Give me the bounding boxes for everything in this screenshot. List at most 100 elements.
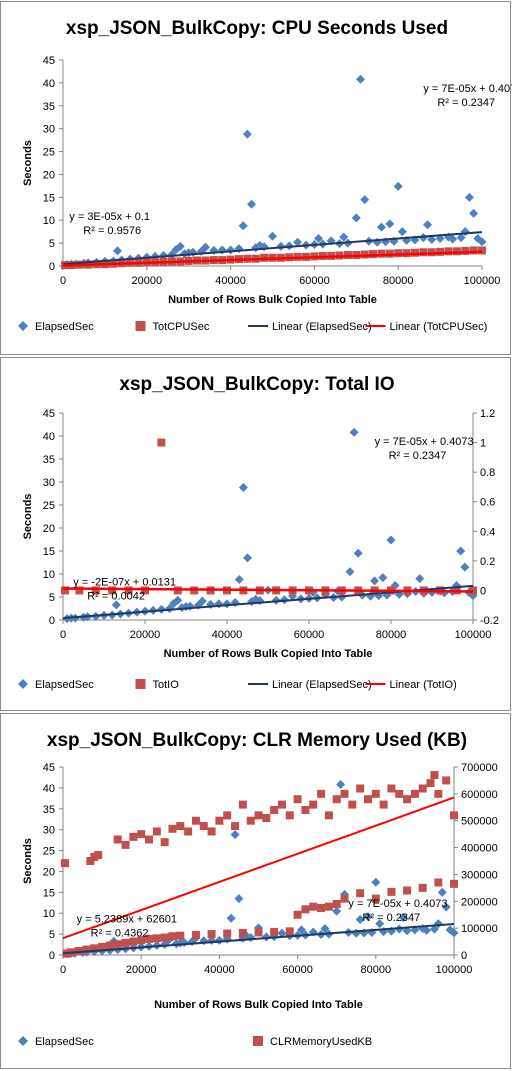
trendline-equation: R² = 0.2347 bbox=[362, 912, 420, 924]
x-tick-label: 60000 bbox=[294, 629, 325, 641]
data-point bbox=[410, 789, 419, 798]
cpu-seconds-chart: xsp_JSON_BulkCopy: CPU Seconds Used 0 5 10… bbox=[18, 18, 512, 333]
data-point bbox=[113, 835, 122, 844]
data-point bbox=[105, 941, 114, 950]
data-point bbox=[461, 246, 470, 255]
y-tick-label: 15 bbox=[43, 887, 55, 899]
x-tick-label: 20000 bbox=[132, 275, 163, 287]
data-point bbox=[223, 811, 232, 820]
y-tick-label: 0 bbox=[49, 950, 55, 962]
data-point bbox=[173, 595, 183, 605]
clr-memory-chart: xsp_JSON_BulkCopy: CLR Memory Used (KB) … bbox=[18, 730, 498, 1048]
data-point bbox=[351, 213, 361, 223]
x-tick-label: 40000 bbox=[212, 629, 243, 641]
trendline bbox=[62, 796, 455, 940]
data-point bbox=[478, 246, 486, 255]
data-point bbox=[254, 811, 263, 820]
legend-label: CLRMemoryUsedKB bbox=[270, 1036, 372, 1048]
y-axis-title: Seconds bbox=[22, 838, 34, 884]
data-point bbox=[351, 928, 361, 938]
data-point bbox=[460, 562, 470, 572]
data-point bbox=[230, 598, 240, 608]
data-point bbox=[277, 928, 287, 938]
data-point bbox=[387, 887, 396, 896]
y2-tick-label: 0.2 bbox=[480, 556, 495, 568]
y-tick-label: 20 bbox=[43, 169, 55, 181]
y2-tick-label: 0.6 bbox=[480, 497, 495, 509]
data-point bbox=[179, 937, 189, 947]
y-tick-label: 25 bbox=[43, 147, 55, 159]
data-point bbox=[74, 946, 83, 955]
legend-marker-diamond bbox=[18, 679, 28, 689]
data-point bbox=[309, 800, 318, 809]
data-point bbox=[426, 779, 435, 788]
y-axis-title: Seconds bbox=[22, 140, 34, 186]
data-point bbox=[309, 902, 318, 911]
legend-marker-diamond bbox=[18, 1036, 28, 1046]
data-point bbox=[254, 928, 263, 937]
y-tick-label: 35 bbox=[43, 454, 55, 466]
data-point bbox=[246, 932, 256, 942]
data-point bbox=[439, 588, 449, 598]
trendline bbox=[62, 250, 483, 267]
data-point bbox=[285, 927, 294, 936]
trendline-equation: y = -2E-07x + 0.0131 bbox=[73, 577, 176, 589]
data-point bbox=[197, 596, 207, 606]
trendline-equation: y = 3E-05x + 0.1 bbox=[69, 211, 150, 223]
data-point bbox=[293, 237, 303, 247]
data-point bbox=[377, 249, 386, 258]
total-io-chart-panel: xsp_JSON_BulkCopy: Total IO 0 5 10 15 20 25 30… bbox=[0, 357, 511, 711]
data-point bbox=[317, 789, 326, 798]
data-point bbox=[226, 245, 236, 255]
data-point bbox=[418, 233, 428, 243]
data-point bbox=[314, 234, 324, 244]
data-point bbox=[111, 600, 121, 610]
data-point bbox=[293, 910, 302, 919]
data-point bbox=[238, 483, 248, 493]
data-point bbox=[270, 805, 279, 814]
data-point bbox=[340, 789, 349, 798]
data-point bbox=[456, 546, 466, 556]
y-tick-label: 0 bbox=[49, 261, 55, 273]
y2-tick-label: 600000 bbox=[461, 789, 498, 801]
data-point bbox=[297, 925, 307, 935]
x-tick-label: 60000 bbox=[299, 275, 330, 287]
x-tick-label: 20000 bbox=[130, 629, 161, 641]
data-point bbox=[339, 232, 349, 242]
data-point bbox=[445, 925, 455, 935]
data-point bbox=[363, 912, 373, 922]
data-point bbox=[450, 879, 458, 888]
x-tick-label: 0 bbox=[60, 964, 66, 976]
data-point bbox=[191, 816, 200, 825]
data-point bbox=[356, 889, 365, 898]
y-tick-label: 10 bbox=[43, 908, 55, 920]
y-tick-label: 40 bbox=[43, 783, 55, 795]
data-point bbox=[394, 589, 404, 599]
data-point bbox=[452, 247, 461, 256]
y-tick-label: 45 bbox=[43, 55, 55, 67]
data-point bbox=[277, 800, 286, 809]
data-point bbox=[270, 927, 279, 936]
y-tick-label: 45 bbox=[43, 762, 55, 774]
legend-label: ElapsedSec bbox=[35, 679, 94, 691]
series-ElapsedSec bbox=[62, 74, 487, 270]
data-point bbox=[262, 814, 271, 823]
data-point bbox=[230, 830, 240, 840]
data-point bbox=[200, 242, 210, 252]
legend-label: ElapsedSec bbox=[35, 321, 94, 333]
data-point bbox=[353, 548, 363, 558]
data-point bbox=[397, 227, 407, 237]
x-tick-label: 40000 bbox=[204, 964, 235, 976]
y-tick-label: 30 bbox=[43, 477, 55, 489]
y-tick-label: 20 bbox=[43, 523, 55, 535]
data-point bbox=[176, 931, 185, 940]
data-point bbox=[456, 233, 466, 243]
y2-tick-label: -0.2 bbox=[480, 615, 499, 627]
data-point bbox=[61, 586, 70, 595]
data-point bbox=[386, 926, 396, 936]
x-tick-label: 80000 bbox=[383, 275, 414, 287]
x-tick-label: 100000 bbox=[455, 629, 492, 641]
data-point bbox=[268, 231, 277, 241]
data-point bbox=[360, 195, 370, 205]
trendline bbox=[62, 923, 455, 955]
